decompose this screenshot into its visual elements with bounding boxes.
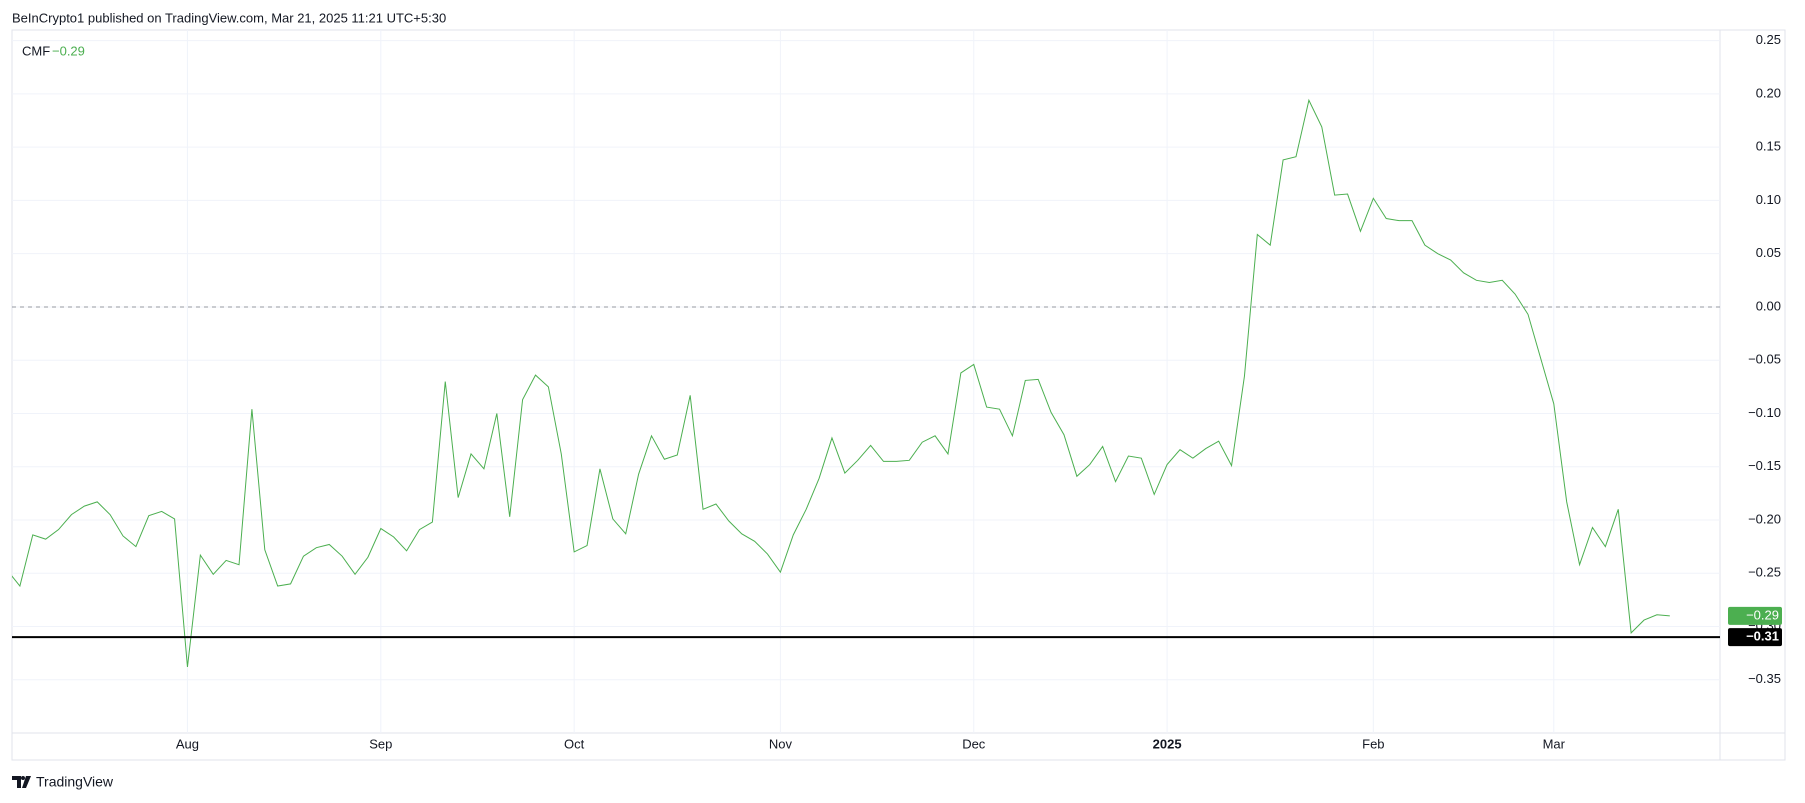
y-tick-label: −0.15 <box>1748 458 1781 473</box>
last-value-label: −0.29 <box>1746 607 1779 622</box>
brand-name: TradingView <box>36 774 114 790</box>
y-tick-label: 0.25 <box>1756 32 1781 47</box>
x-tick-label: Dec <box>962 736 986 751</box>
x-tick-label: Nov <box>769 736 793 751</box>
x-tick-label: Sep <box>369 736 392 751</box>
y-tick-label: 0.10 <box>1756 192 1781 207</box>
price-line-label: −0.31 <box>1746 629 1779 644</box>
x-tick-label: Oct <box>564 736 585 751</box>
brand-logo <box>12 776 31 788</box>
x-tick-label: Aug <box>176 736 199 751</box>
x-tick-label: Mar <box>1543 736 1566 751</box>
y-tick-label: −0.10 <box>1748 405 1781 420</box>
legend-name: CMF <box>22 43 50 58</box>
chart-frame <box>11 29 1786 761</box>
y-tick-label: −0.20 <box>1748 511 1781 526</box>
y-tick-label: 0.00 <box>1756 298 1781 313</box>
cmf-line <box>12 98 1670 668</box>
price-line-badge <box>1728 628 1782 647</box>
header-text: BeInCrypto1 published on TradingView.com… <box>12 10 446 25</box>
plot-area <box>12 98 1670 668</box>
y-tick-label: −0.25 <box>1748 565 1781 580</box>
plot <box>12 30 1720 733</box>
y-tick-label: −0.35 <box>1748 671 1781 686</box>
y-tick-label: −0.05 <box>1748 352 1781 367</box>
legend-value: −0.29 <box>52 43 85 58</box>
x-tick-label: Feb <box>1362 736 1384 751</box>
y-tick-label: 0.05 <box>1756 245 1781 260</box>
y-tick-label: 0.15 <box>1756 139 1781 154</box>
x-tick-label: 2025 <box>1153 736 1182 751</box>
y-tick-label: 0.20 <box>1756 85 1781 100</box>
last-value-badge <box>1728 606 1782 625</box>
